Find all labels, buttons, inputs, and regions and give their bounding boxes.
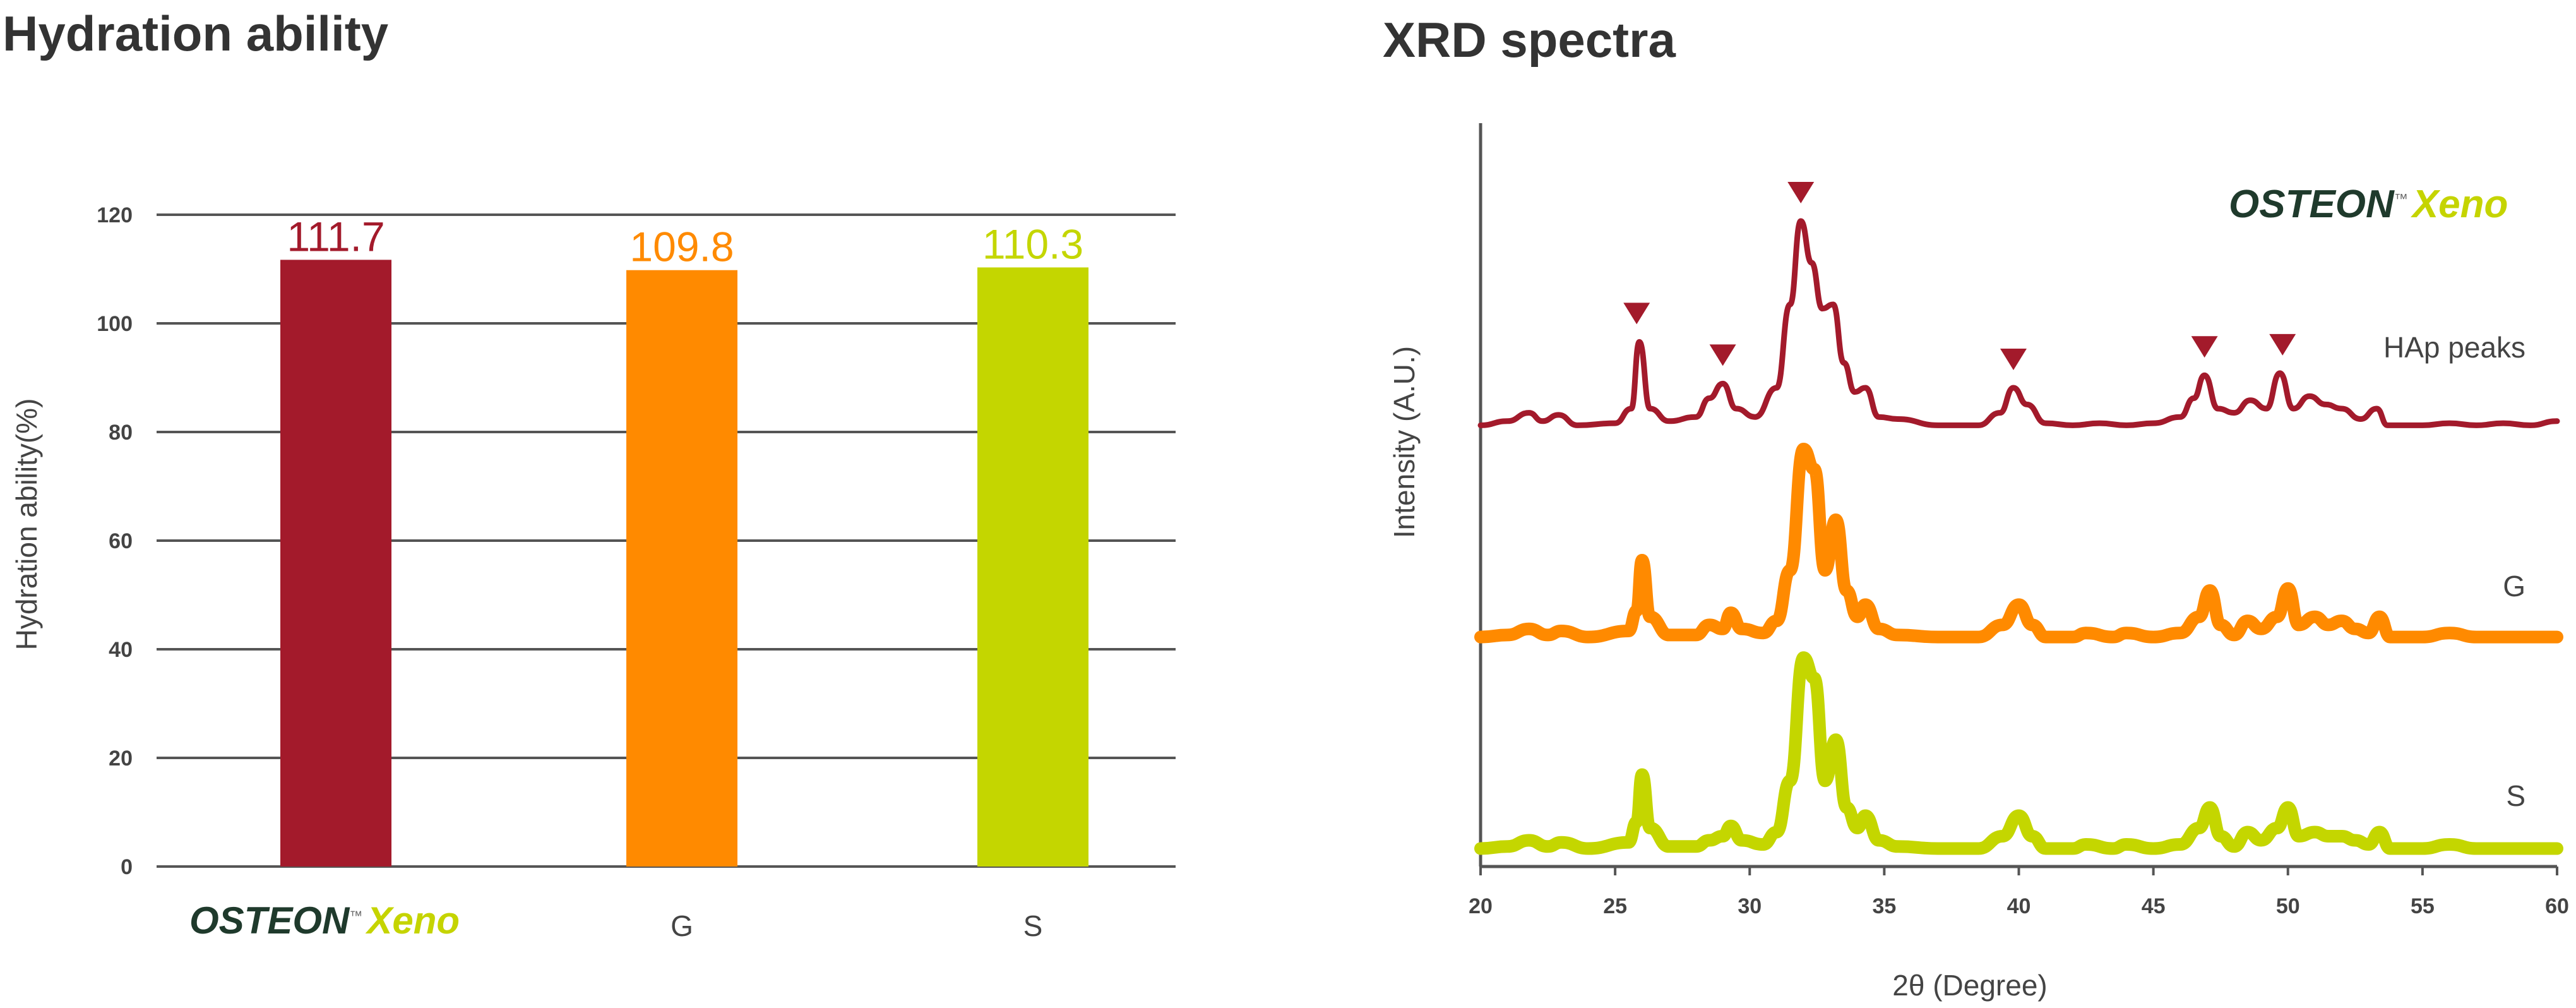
xrd-series-label-hap: HAp peaks (2383, 331, 2525, 364)
xrd-line-chart: 20 25 30 35 40 45 50 55 60 OSTEON™ Xeno HAp peaks G… (1388, 123, 2569, 1002)
xrd-x-tick-label: 20 (1469, 894, 1493, 918)
xrd-series-label-s: S (2506, 779, 2525, 812)
xrd-osteon-logo: OSTEON™ Xeno (2229, 183, 2508, 226)
bar-chart-title: Hydration ability (3, 6, 389, 61)
xrd-x-tick-label: 60 (2545, 894, 2569, 918)
xrd-chart-title: XRD spectra (1383, 12, 1676, 68)
hap-peak-marker (1787, 182, 1815, 203)
bar-y-tick-label: 20 (109, 747, 133, 771)
bar-y-tick-label: 0 (121, 855, 133, 879)
xrd-y-axis-label: Intensity (A.U.) (1388, 346, 1421, 538)
xrd-x-tick-label: 40 (2007, 894, 2031, 918)
hap-peak-marker (1623, 303, 1650, 325)
xrd-x-tick-label: 35 (1872, 894, 1896, 918)
xrd-series-label-g: G (2503, 570, 2525, 603)
xrd-series-osteon-xeno (1477, 218, 2560, 428)
bar-s (977, 267, 1088, 867)
bar-value-label: 110.3 (982, 220, 1083, 267)
hap-peak-marker (2191, 336, 2218, 358)
hap-peak-marker (2269, 333, 2296, 356)
xrd-series-g (1474, 443, 2563, 644)
hap-peak-marker (2000, 349, 2027, 370)
bar-value-label: 109.8 (629, 224, 734, 270)
xrd-x-tick-label: 25 (1603, 894, 1627, 918)
bar-y-tick-label: 40 (109, 638, 133, 662)
bar-category-label: S (1023, 909, 1043, 942)
hydration-bar-chart: 0 20 40 60 80 100 120 111.7 OSTEON™ Xeno 109.8 G 11… (10, 203, 1176, 942)
xrd-series-s (1474, 651, 2563, 855)
bar-osteon-xeno (280, 260, 391, 867)
bar-value-label: 111.7 (287, 213, 385, 260)
brand-logo-text: OSTEON™ Xeno (189, 899, 460, 942)
hap-peak-marker (1709, 344, 1736, 366)
xrd-x-tick-label: 45 (2142, 894, 2166, 918)
bar-g (626, 270, 737, 867)
bar-y-tick-label: 80 (109, 421, 133, 445)
xrd-x-tick-label: 30 (1738, 894, 1762, 918)
xrd-x-tick-label: 50 (2276, 894, 2300, 918)
bar-y-tick-label: 60 (109, 529, 133, 553)
brand-logo-text: OSTEON™ Xeno (2229, 183, 2508, 226)
bar-category-osteon-logo: OSTEON™ Xeno (189, 899, 460, 942)
bar-y-tick-label: 100 (97, 312, 133, 336)
bar-y-tick-label: 120 (97, 203, 133, 227)
bar-category-label: G (671, 909, 693, 942)
bar-y-axis-label: Hydration ability(%) (10, 399, 43, 651)
xrd-x-tick-label: 55 (2411, 894, 2435, 918)
xrd-x-axis-label: 2θ (Degree) (1892, 969, 2047, 1002)
